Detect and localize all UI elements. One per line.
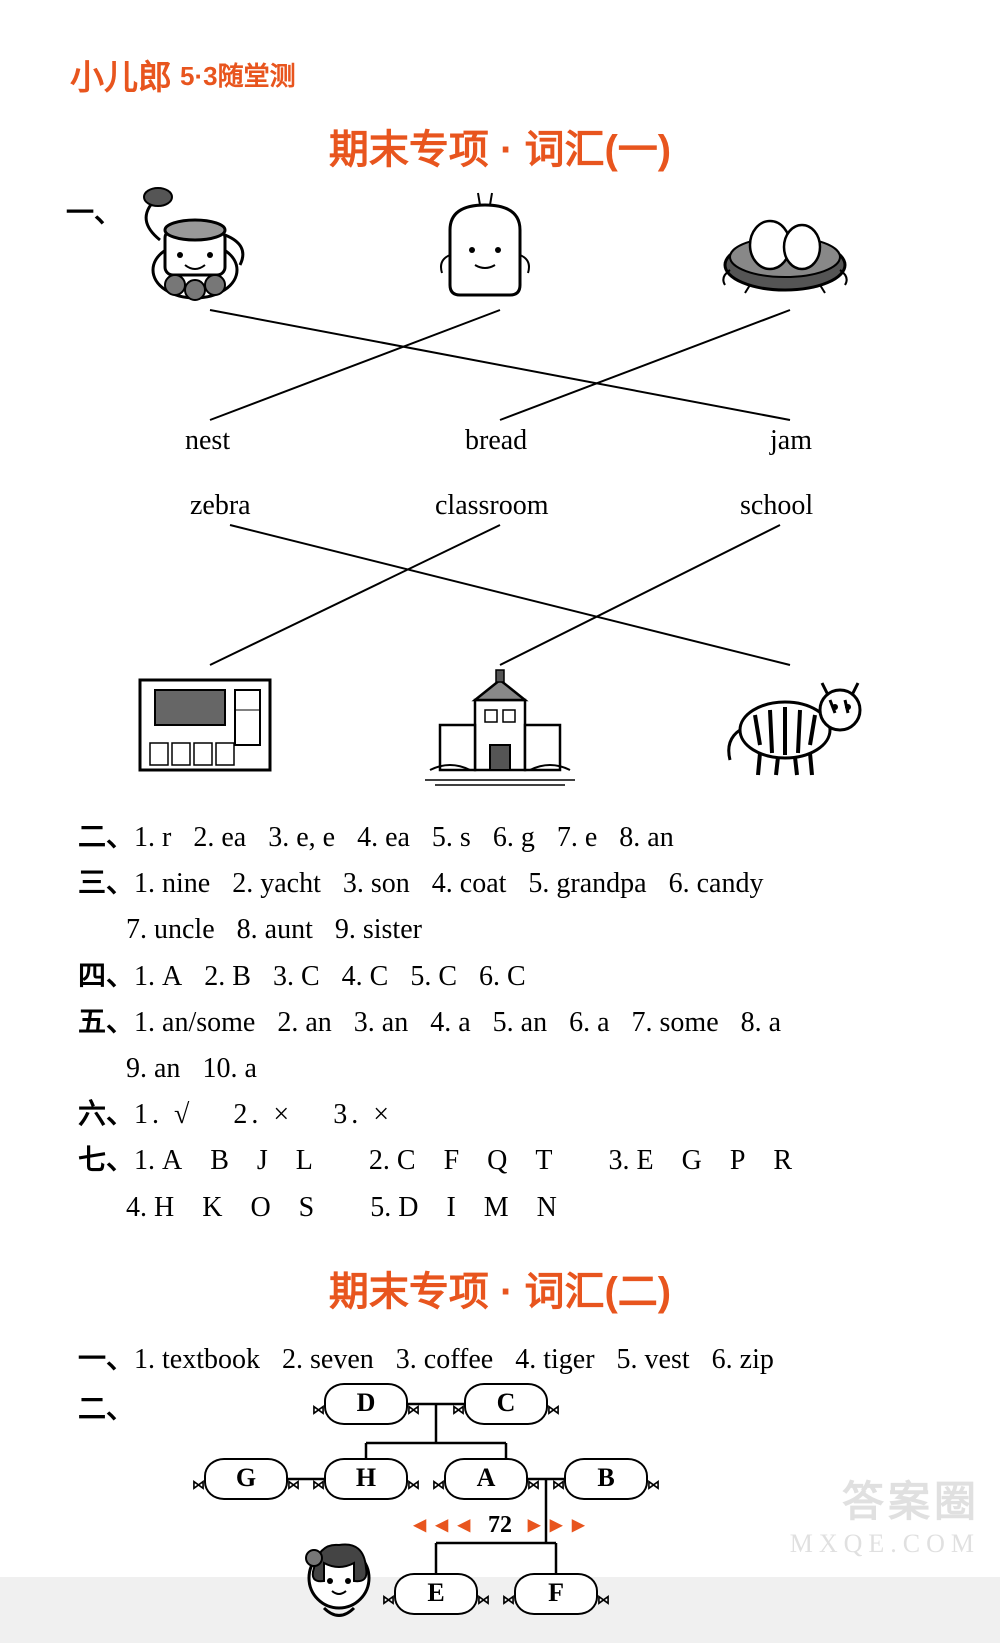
bow-decor-icon: ⋈ [407,1474,420,1495]
q7-line: 七、1. A B J L2. C F Q T3. E G P R 4. H K … [78,1138,930,1230]
answer-item: 4. ea [357,822,410,853]
word-bread: bread [465,425,527,457]
answer-item: 4. H K O S [126,1192,314,1223]
answer-item: 7. uncle [126,914,215,945]
answer-item: 1. nine [134,868,210,899]
answer-item: 8. a [741,1007,781,1038]
answer-item: 1. textbook [134,1344,260,1375]
bow-decor-icon: ⋈ [597,1589,610,1610]
answer-item: 6. a [569,1007,609,1038]
answer-item: 2. yacht [232,868,321,899]
q6-line: 六、1. √2. ×3. × [78,1092,930,1138]
bow-decor-icon: ⋈ [552,1474,565,1495]
answer-item: 7. e [557,822,597,853]
tree-node-D: D⋈⋈ [324,1383,408,1425]
tree-node-H: H⋈⋈ [324,1458,408,1500]
answer-item: 5. C [410,961,457,992]
nest-eggs-icon [710,185,870,305]
tree-node-E: E⋈⋈ [394,1573,478,1615]
word-school: school [740,490,813,522]
classroom-icon [130,665,290,785]
answer-item: 9. an [126,1053,180,1084]
answer-item: 4. a [430,1007,470,1038]
section2-title: 期末专项 · 词汇(二) [70,1259,930,1317]
bow-decor-icon: ⋈ [432,1474,445,1495]
q4-line: 四、1. A2. B3. C4. C5. C6. C [78,954,930,1000]
bow-decor-icon: ⋈ [547,1399,560,1420]
answer-item: 2. B [204,961,251,992]
word-nest: nest [185,425,230,457]
q2-line: 二、1. r2. ea3. e, e4. ea5. s6. g7. e8. an [78,815,930,861]
answer-item: 5. s [432,822,471,853]
answer-item: 3. an [354,1007,408,1038]
tree-node-C: C⋈⋈ [464,1383,548,1425]
answer-item: 10. a [202,1053,256,1084]
footer-arrows-right: ▸ ▸ ▸ [528,1512,586,1538]
bow-decor-icon: ⋈ [407,1399,420,1420]
answer-item: 7. some [632,1007,719,1038]
bow-decor-icon: ⋈ [502,1589,515,1610]
answer-item: 4. tiger [515,1344,594,1375]
answer-item: 3. E G P R [609,1145,793,1176]
tree-node-F: F⋈⋈ [514,1573,598,1615]
brand-subtitle: 5·3随堂测 [180,56,296,93]
section1-title: 期末专项 · 词汇(一) [70,117,930,175]
word-classroom: classroom [435,490,549,522]
answer-item: 1. √ [134,1099,193,1130]
bow-decor-icon: ⋈ [477,1589,490,1610]
answer-item: 1. r [134,822,171,853]
bow-decor-icon: ⋈ [287,1474,300,1495]
answer-item: 4. C [342,961,389,992]
answer-item: 2. an [277,1007,331,1038]
tree-node-B: B⋈⋈ [564,1458,648,1500]
answer-item: 1. A [134,961,182,992]
watermark: 答案圈 MXQE.COM [790,1468,980,1559]
word-zebra: zebra [190,490,251,522]
bow-decor-icon: ⋈ [452,1399,465,1420]
answer-item: 6. C [479,961,526,992]
bread-slice-icon [420,185,580,305]
q5-line: 五、1. an/some2. an3. an4. a5. an6. a7. so… [78,1000,930,1092]
tree-node-A: A⋈⋈ [444,1458,528,1500]
tree-node-G: G⋈⋈ [204,1458,288,1500]
bow-decor-icon: ⋈ [312,1399,325,1420]
page-header: 小儿郎 5·3随堂测 [70,50,930,99]
answer-item: 2. seven [282,1344,374,1375]
answer-item: 2. ea [193,822,246,853]
answer-item: 6. g [493,822,535,853]
bow-decor-icon: ⋈ [312,1474,325,1495]
answer-item: 5. D I M N [370,1192,557,1223]
answer-item: 1. A B J L [134,1145,313,1176]
s2q1-line: 一、1. textbook2. seven3. coffee4. tiger5.… [78,1337,930,1383]
answer-item: 2. C F Q T [369,1145,553,1176]
answer-item: 3. coffee [396,1344,493,1375]
answer-item: 3. e, e [268,822,335,853]
answer-item: 5. grandpa [528,868,646,899]
answer-item: 5. an [493,1007,547,1038]
answer-item: 3. C [273,961,320,992]
answer-item: 3. son [343,868,410,899]
matching-diagram: nest bread jam zebra classroom school [90,195,910,805]
bow-decor-icon: ⋈ [527,1474,540,1495]
answer-item: 1. an/some [134,1007,255,1038]
zebra-icon [710,665,870,785]
q3-line: 三、1. nine2. yacht3. son4. coat5. grandpa… [78,861,930,953]
bow-decor-icon: ⋈ [647,1474,660,1495]
bow-decor-icon: ⋈ [192,1474,205,1495]
answer-item: 3. × [333,1099,393,1130]
jam-jar-icon [130,185,290,305]
answer-item: 8. an [619,822,673,853]
answer-item: 8. aunt [237,914,313,945]
footer-arrows-left: ◂ ◂ ◂ [414,1512,472,1538]
school-building-icon [420,665,580,785]
answer-item: 6. candy [669,868,764,899]
answer-item: 2. × [233,1099,293,1130]
answer-item: 9. sister [335,914,422,945]
word-jam: jam [770,425,812,457]
answer-item: 5. vest [617,1344,690,1375]
answer-item: 6. zip [712,1344,774,1375]
page-number: 72 [488,1512,512,1538]
answer-item: 4. coat [432,868,507,899]
brand-name: 小儿郎 [70,50,172,99]
